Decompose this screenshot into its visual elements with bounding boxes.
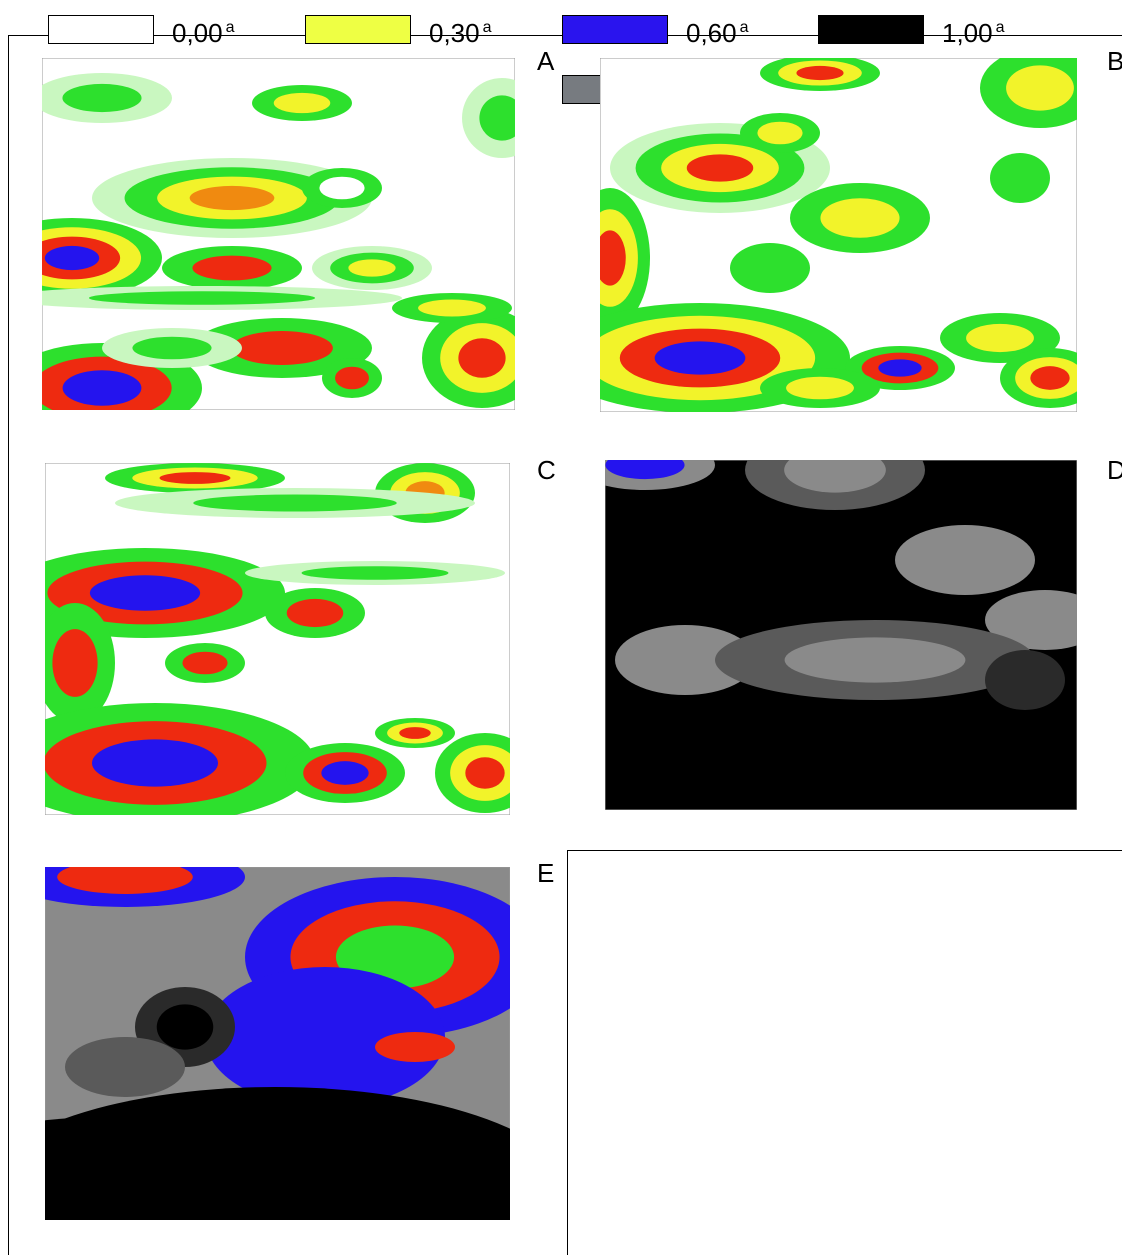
contour-blob	[605, 460, 685, 480]
contour-blob	[301, 566, 449, 580]
legend-swatch	[305, 15, 411, 44]
contour-blob	[895, 525, 1035, 595]
frame-left	[8, 35, 9, 1255]
legend-label: 1,00 a	[942, 13, 1005, 48]
contour-blob	[784, 637, 966, 683]
contour-blob	[686, 154, 754, 182]
contour-blob	[62, 370, 142, 406]
legend-value: 0,60	[686, 18, 737, 48]
contour-map	[600, 58, 1077, 412]
contour-blob	[231, 331, 333, 365]
panel-label: E	[537, 858, 555, 888]
contour-blob	[273, 92, 331, 114]
contour-blob	[189, 185, 275, 211]
contour-map	[42, 58, 515, 410]
panel-label: D	[1107, 455, 1122, 485]
panel-label: A	[537, 46, 555, 76]
contour-blob	[399, 727, 431, 739]
contour-blob	[479, 95, 515, 141]
contour-blob	[315, 1097, 375, 1137]
contour-blob	[57, 867, 193, 894]
contour-blob	[730, 243, 810, 293]
contour-blob	[52, 629, 98, 697]
contour-blob	[615, 625, 755, 695]
legend-label: 0,30 a	[429, 13, 492, 48]
contour-blob	[193, 494, 397, 512]
legend-value: 0,00	[172, 18, 223, 48]
contour-blob	[89, 575, 201, 611]
panel-label: C	[537, 455, 556, 485]
legend-superscript: a	[482, 19, 492, 36]
contour-blob	[319, 176, 365, 200]
contour-blob	[348, 259, 396, 277]
legend-swatch	[562, 15, 668, 44]
legend-superscript: a	[225, 19, 235, 36]
contour-blob	[88, 291, 316, 305]
legend-swatch	[818, 15, 924, 44]
contour-map	[605, 460, 1077, 810]
contour-blob	[985, 590, 1077, 650]
contour-blob	[966, 323, 1034, 353]
legend-label: 0,60 a	[686, 13, 749, 48]
contour-blob	[286, 598, 344, 628]
contour-blob	[757, 121, 803, 145]
contour-blob	[990, 153, 1050, 203]
contour-blob	[375, 1032, 455, 1062]
contour-blob	[45, 1117, 255, 1197]
contour-blob	[62, 83, 142, 113]
contour-blob	[878, 359, 922, 377]
contour-blob	[786, 376, 854, 400]
contour-blob	[321, 761, 369, 785]
contour-blob	[654, 341, 746, 375]
contour-blob	[1030, 366, 1070, 390]
empty-box	[567, 850, 1122, 1255]
contour-blob	[820, 198, 900, 238]
panel-label: B	[1107, 46, 1122, 76]
legend-value: 0,30	[429, 18, 480, 48]
contour-blob	[65, 1037, 185, 1097]
contour-blob	[182, 651, 228, 675]
legend-value: 1,00	[942, 18, 993, 48]
contour-blob	[205, 967, 445, 1107]
contour-blob	[192, 255, 272, 281]
contour-blob	[465, 757, 505, 789]
contour-blob	[1006, 65, 1074, 111]
contour-blob	[44, 245, 100, 271]
contour-blob	[335, 366, 369, 390]
contour-blob	[91, 739, 219, 787]
contour-blob	[796, 65, 844, 81]
legend-label: 0,00 a	[172, 13, 235, 48]
legend-superscript: a	[995, 19, 1005, 36]
contour-blob	[132, 336, 212, 360]
contour-blob	[600, 230, 626, 286]
contour-blob	[458, 338, 506, 378]
contour-blob	[784, 460, 886, 493]
contour-map	[45, 867, 510, 1220]
contour-blob	[159, 472, 231, 484]
legend-swatch	[48, 15, 154, 44]
contour-map	[45, 463, 510, 815]
contour-blob	[985, 650, 1065, 710]
contour-blob	[418, 299, 486, 317]
legend-superscript: a	[739, 19, 749, 36]
contour-blob	[156, 1004, 214, 1050]
